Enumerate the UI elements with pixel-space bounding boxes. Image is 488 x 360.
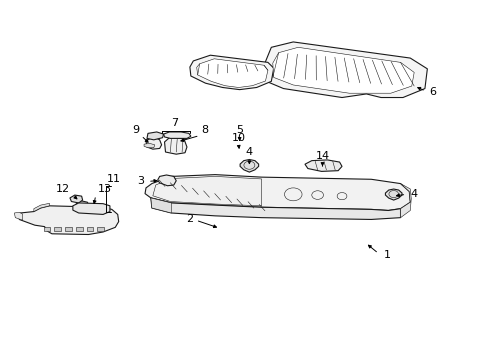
Text: 1: 1: [383, 249, 390, 260]
Polygon shape: [189, 55, 273, 90]
Polygon shape: [400, 184, 410, 218]
Polygon shape: [144, 143, 155, 148]
Polygon shape: [76, 227, 82, 231]
Polygon shape: [73, 203, 110, 215]
Polygon shape: [305, 160, 341, 171]
Polygon shape: [19, 206, 119, 234]
Polygon shape: [34, 203, 49, 212]
Polygon shape: [76, 201, 88, 209]
Text: 2: 2: [186, 215, 193, 224]
Text: 8: 8: [201, 125, 208, 135]
Text: 7: 7: [170, 118, 178, 128]
Polygon shape: [70, 195, 82, 203]
Polygon shape: [147, 132, 163, 140]
Polygon shape: [240, 159, 258, 172]
Text: 6: 6: [428, 87, 435, 97]
Polygon shape: [97, 227, 104, 231]
Polygon shape: [158, 175, 176, 186]
Polygon shape: [151, 198, 400, 220]
Text: 4: 4: [245, 147, 252, 157]
Text: 5: 5: [236, 125, 243, 135]
Polygon shape: [65, 227, 72, 231]
Polygon shape: [196, 59, 267, 87]
Text: 12: 12: [56, 184, 70, 194]
Text: 14: 14: [315, 151, 329, 161]
Polygon shape: [153, 176, 261, 206]
Polygon shape: [145, 175, 409, 211]
Polygon shape: [164, 137, 186, 154]
Text: 10: 10: [231, 134, 245, 143]
Polygon shape: [272, 47, 413, 93]
Polygon shape: [54, 227, 61, 231]
Text: 4: 4: [409, 189, 417, 199]
Text: 13: 13: [98, 184, 112, 194]
Polygon shape: [385, 189, 401, 200]
Polygon shape: [14, 212, 22, 220]
Polygon shape: [43, 227, 50, 231]
Text: 9: 9: [132, 125, 139, 135]
Polygon shape: [163, 132, 190, 138]
Polygon shape: [86, 227, 93, 231]
Polygon shape: [146, 138, 161, 149]
Polygon shape: [151, 198, 171, 213]
Polygon shape: [264, 42, 427, 98]
Text: 11: 11: [107, 174, 121, 184]
Text: 3: 3: [137, 176, 144, 186]
